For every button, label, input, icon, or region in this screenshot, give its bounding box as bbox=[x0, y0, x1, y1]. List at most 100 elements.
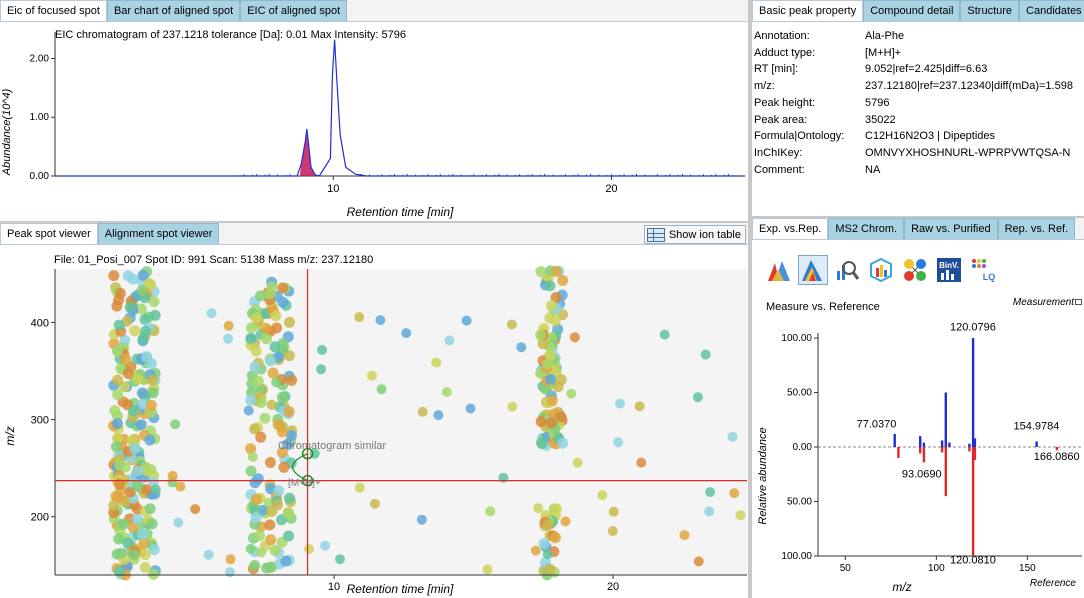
peak-spot[interactable] bbox=[147, 374, 158, 386]
peak-spot[interactable] bbox=[245, 543, 256, 554]
peak-spot[interactable] bbox=[277, 282, 289, 294]
peak-spot[interactable] bbox=[252, 375, 264, 387]
peak-spot[interactable] bbox=[542, 519, 554, 531]
peak-spot[interactable] bbox=[120, 353, 132, 365]
peak-spot[interactable] bbox=[269, 544, 281, 556]
peak-spot[interactable] bbox=[535, 266, 547, 278]
peak-spot[interactable] bbox=[144, 503, 156, 515]
peak-spot[interactable] bbox=[225, 567, 235, 578]
peak-spot[interactable] bbox=[111, 410, 123, 422]
peak-spot[interactable] bbox=[266, 399, 277, 410]
peak-spot[interactable] bbox=[265, 534, 277, 546]
peak-spot[interactable] bbox=[506, 319, 517, 330]
peak-spot[interactable] bbox=[167, 470, 178, 481]
peak-spot-chart[interactable]: 200 300 400 10 20 m/z Retention time [min] C… bbox=[0, 246, 748, 598]
property-value[interactable]: NA bbox=[865, 163, 881, 176]
peak-spot[interactable] bbox=[535, 416, 547, 427]
peak-spot[interactable] bbox=[203, 549, 214, 560]
peak-spot[interactable] bbox=[485, 506, 496, 517]
peak-spot[interactable] bbox=[255, 384, 267, 396]
peak-spot[interactable] bbox=[249, 361, 261, 373]
peak-spot[interactable] bbox=[128, 549, 140, 561]
peak-spot[interactable] bbox=[223, 320, 234, 331]
peak-spot[interactable] bbox=[546, 395, 558, 407]
tab-bar-chart-aligned-spot[interactable]: Bar chart of aligned spot bbox=[106, 0, 241, 21]
peak-spot[interactable] bbox=[124, 486, 136, 498]
peak-spot[interactable] bbox=[137, 333, 149, 345]
peak-spot[interactable] bbox=[249, 560, 261, 571]
peak-spot[interactable] bbox=[132, 465, 144, 477]
peak-spot[interactable] bbox=[566, 388, 577, 399]
peak-spot[interactable] bbox=[607, 526, 618, 536]
peak-spot[interactable] bbox=[545, 300, 557, 312]
peak-spot[interactable] bbox=[516, 342, 527, 353]
peak-spot[interactable] bbox=[254, 530, 265, 542]
peak-spot[interactable] bbox=[112, 389, 124, 401]
tab-peak-spot-viewer[interactable]: Peak spot viewer bbox=[0, 223, 98, 244]
show-ion-table-button[interactable]: Show ion table bbox=[643, 225, 746, 244]
tab-structure[interactable]: Structure bbox=[960, 0, 1020, 21]
peak-spot[interactable] bbox=[704, 506, 715, 517]
peak-spot[interactable] bbox=[247, 451, 258, 462]
peak-spot[interactable] bbox=[260, 333, 272, 345]
peak-spot[interactable] bbox=[129, 442, 141, 454]
property-value[interactable]: 5796 bbox=[865, 96, 890, 109]
peak-spot[interactable] bbox=[269, 341, 281, 353]
peak-spot[interactable] bbox=[131, 480, 143, 492]
peak-spot[interactable] bbox=[560, 516, 571, 527]
peak-spot[interactable] bbox=[544, 563, 556, 575]
peak-spot[interactable] bbox=[354, 312, 365, 323]
peak-spot[interactable] bbox=[729, 488, 740, 499]
property-value[interactable]: 9.052|ref=2.425|diff=6.63 bbox=[865, 63, 988, 76]
peak-spot[interactable] bbox=[542, 549, 553, 560]
eic-chart[interactable]: 0.00 1.00 2.00 10 20 Abundance(10^4) Retenti… bbox=[0, 22, 748, 221]
peak-spot[interactable] bbox=[148, 544, 160, 556]
peak-spot[interactable] bbox=[375, 315, 386, 326]
tab-eic-aligned-spot[interactable]: EIC of aligned spot bbox=[240, 0, 348, 21]
peak-spot[interactable] bbox=[139, 313, 151, 325]
peak-spot[interactable] bbox=[317, 344, 327, 355]
peak-spot[interactable] bbox=[544, 349, 556, 361]
peak-spot[interactable] bbox=[264, 355, 276, 367]
peak-spot[interactable] bbox=[264, 288, 276, 300]
peak-spot[interactable] bbox=[250, 493, 262, 505]
peak-spot[interactable] bbox=[433, 410, 444, 421]
peak-spot[interactable] bbox=[137, 269, 149, 281]
peak-spot[interactable] bbox=[369, 498, 380, 509]
peak-spot[interactable] bbox=[118, 518, 130, 530]
peak-spot[interactable] bbox=[692, 392, 703, 403]
search-zoom-icon[interactable] bbox=[832, 255, 862, 285]
selected-spot-marker[interactable] bbox=[301, 474, 314, 487]
peak-spot[interactable] bbox=[552, 381, 564, 393]
peak-spot[interactable] bbox=[283, 508, 295, 520]
peak-spot[interactable] bbox=[206, 308, 217, 319]
tab-ms2-chrom[interactable]: MS2 Chrom. bbox=[828, 218, 905, 239]
peak-spot[interactable] bbox=[278, 461, 290, 473]
peak-spot[interactable] bbox=[572, 457, 583, 468]
horizontal-splitter[interactable] bbox=[0, 221, 748, 223]
peak-spot[interactable] bbox=[112, 345, 124, 357]
peak-spot[interactable] bbox=[367, 370, 377, 381]
peak-spot[interactable] bbox=[264, 519, 276, 531]
peak-spot[interactable] bbox=[113, 319, 125, 331]
property-value[interactable]: C12H16N2O3 | Dipeptides bbox=[865, 130, 996, 143]
peak-spot[interactable] bbox=[243, 405, 254, 416]
peak-spot[interactable] bbox=[545, 373, 557, 385]
property-value[interactable]: Ala-Phe bbox=[865, 30, 905, 42]
peak-spot[interactable] bbox=[727, 431, 738, 442]
peak-spot[interactable] bbox=[465, 403, 476, 414]
peak-spot[interactable] bbox=[354, 482, 365, 493]
peak-spot[interactable] bbox=[264, 457, 276, 468]
peak-spot[interactable] bbox=[271, 377, 282, 388]
peak-spot[interactable] bbox=[507, 401, 518, 412]
peak-spot[interactable] bbox=[143, 277, 155, 289]
peak-spot[interactable] bbox=[283, 530, 295, 542]
peak-spot[interactable] bbox=[693, 556, 704, 567]
peak-spot[interactable] bbox=[259, 412, 271, 424]
property-value[interactable]: 35022 bbox=[865, 113, 896, 126]
peak-spot[interactable] bbox=[122, 537, 134, 549]
peak-spot[interactable] bbox=[280, 555, 292, 567]
peak-spot[interactable] bbox=[137, 398, 149, 410]
tab-basic-peak-property[interactable]: Basic peak property bbox=[752, 0, 864, 21]
peak-spot[interactable] bbox=[245, 322, 257, 334]
